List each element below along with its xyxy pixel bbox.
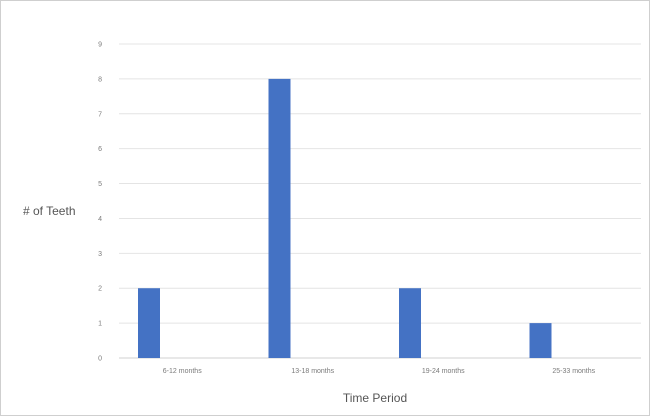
bars: [138, 78, 552, 358]
y-tick-label: 5: [98, 181, 102, 188]
y-tick-label: 9: [98, 42, 102, 49]
bar: [268, 78, 291, 358]
y-tick-label: 8: [98, 76, 102, 83]
bar: [529, 323, 552, 358]
x-tick-label: 13-18 months: [291, 368, 334, 375]
y-axis-title: # of Teeth: [23, 204, 76, 218]
y-tick-label: 3: [98, 251, 102, 258]
x-tick-label: 25-33 months: [552, 368, 595, 375]
y-tick-label: 4: [98, 216, 102, 223]
y-tick-labels: 0 1 2 3 4 5 6 7 8 9: [98, 42, 102, 363]
bar: [138, 288, 160, 358]
gridlines: [119, 43, 641, 359]
y-tick-label: 0: [98, 356, 102, 363]
y-tick-label: 7: [98, 111, 102, 118]
x-tick-label: 19-24 months: [422, 368, 465, 375]
x-axis-title: Time Period: [343, 391, 407, 405]
x-tick-labels: 6-12 months 13-18 months 19-24 months 25-33…: [163, 368, 596, 375]
y-tick-label: 1: [98, 321, 102, 328]
y-tick-label: 6: [98, 146, 102, 153]
y-tick-label: 2: [98, 286, 102, 293]
x-tick-label: 6-12 months: [163, 368, 202, 375]
bar: [399, 288, 421, 358]
